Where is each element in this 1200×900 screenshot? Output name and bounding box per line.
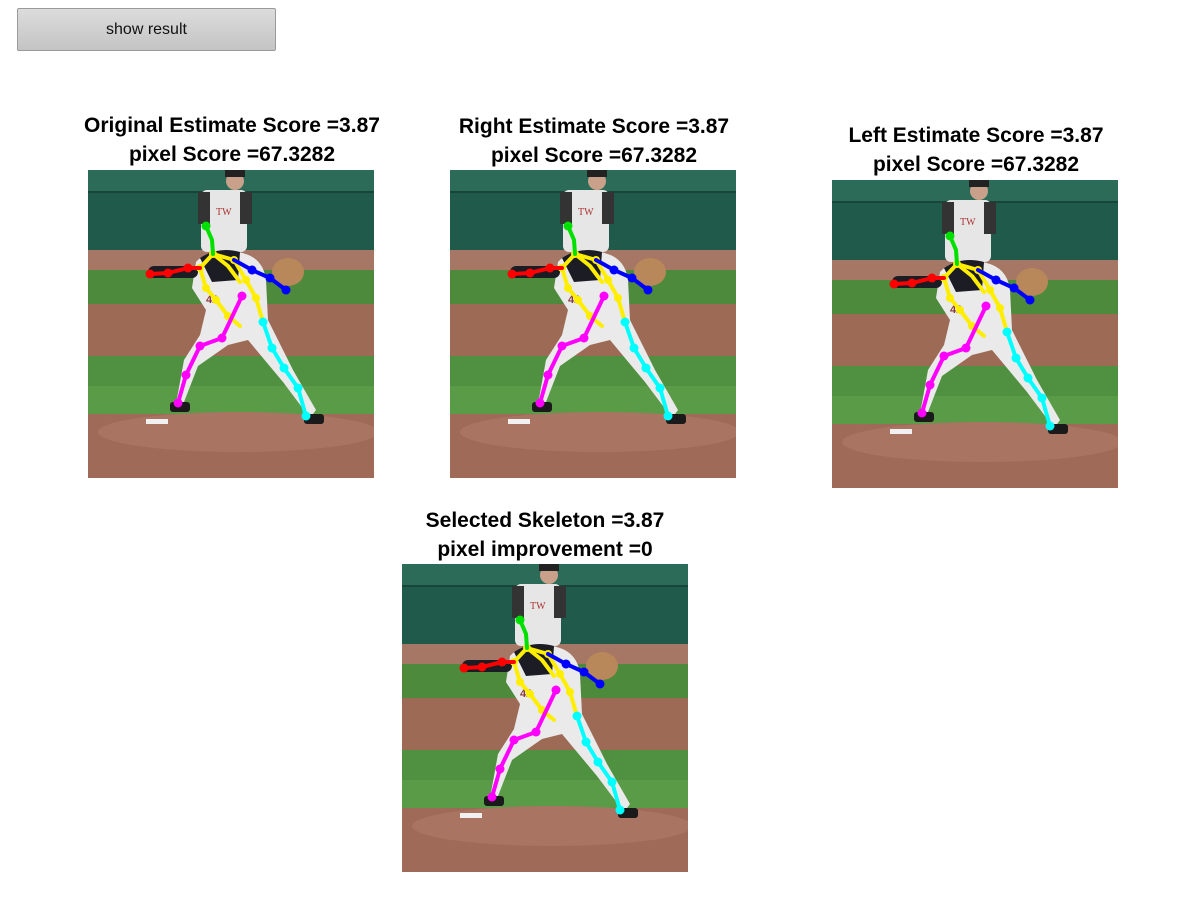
- right-estimate-image: [450, 170, 736, 478]
- show-result-button[interactable]: show result: [17, 8, 276, 51]
- selected-skeleton-image: [402, 564, 688, 872]
- original-pixel-score-title: pixel Score =67.3282: [128, 143, 336, 166]
- selected-skeleton-title: Selected Skeleton =3.87: [425, 509, 665, 532]
- left-estimate-score-title: Left Estimate Score =3.87: [848, 124, 1104, 147]
- original-estimate-image: [88, 170, 374, 478]
- panel-right-estimate: Right Estimate Score =3.87 pixel Score =…: [434, 112, 754, 170]
- left-estimate-image: [832, 180, 1118, 488]
- right-pixel-score-title: pixel Score =67.3282: [490, 144, 698, 167]
- panel-left-estimate: Left Estimate Score =3.87 pixel Score =6…: [816, 121, 1136, 179]
- left-pixel-score-title: pixel Score =67.3282: [872, 153, 1080, 176]
- original-estimate-score-title: Original Estimate Score =3.87: [84, 114, 380, 137]
- panel-selected-skeleton: Selected Skeleton =3.87 pixel improvemen…: [385, 506, 705, 564]
- right-estimate-score-title: Right Estimate Score =3.87: [458, 115, 730, 138]
- panel-original-estimate: Original Estimate Score =3.87 pixel Scor…: [72, 111, 392, 169]
- pixel-improvement-title: pixel improvement =0: [437, 538, 653, 561]
